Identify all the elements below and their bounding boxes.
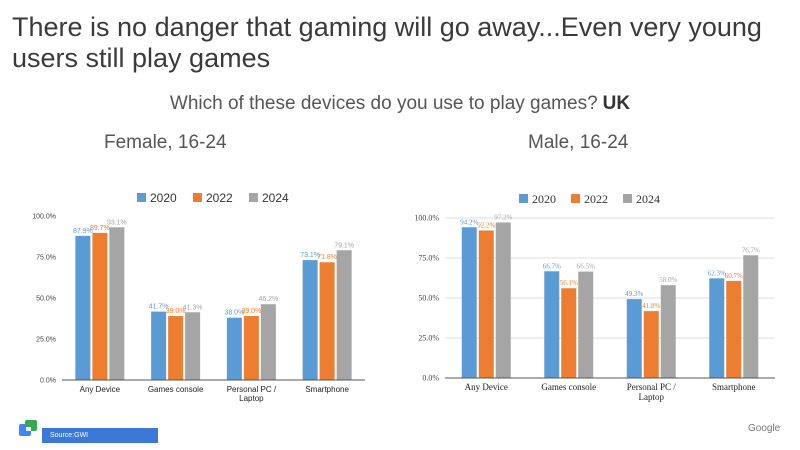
x-tick-label: Any Device <box>465 382 508 392</box>
legend-label-2024: 2024 <box>636 192 660 206</box>
logo-icon <box>19 420 37 436</box>
legend-swatch-2024 <box>623 194 632 203</box>
legend-swatch-2020 <box>519 194 528 203</box>
data-label-2022-3: 41.8% <box>642 302 660 310</box>
y-tick-label: 0.0% <box>40 378 56 385</box>
bar-2022-3 <box>643 311 659 378</box>
x-tick-label: Smartphone <box>305 385 349 394</box>
y-tick-label: 25.0% <box>418 334 439 343</box>
x-tick-label: Laptop <box>639 392 665 402</box>
bar-2020-3 <box>226 317 242 380</box>
x-tick-label: Personal PC / <box>627 382 677 392</box>
bar-2024-2 <box>578 271 594 378</box>
data-label-2022-2: 39.0% <box>166 308 186 315</box>
source-label: Source:GWI <box>42 428 158 443</box>
country-label: UK <box>602 93 631 114</box>
data-label-2024-3: 58.0% <box>659 276 677 284</box>
data-label-2024-1: 93.1% <box>107 219 127 226</box>
data-label-2020-2: 66.7% <box>543 262 561 270</box>
male-chart-heading: Male, 16-24 <box>528 132 629 153</box>
google-brand-text: Google <box>748 423 781 434</box>
bar-2024-2 <box>185 312 201 380</box>
data-label-2022-1: 89.7% <box>90 225 110 232</box>
female-bar-chart: 2020 2022 2024 0.0% 25.0% 50.0% 75.0% 100.0% 87.… <box>32 191 365 403</box>
data-label-2020-4: 62.3% <box>708 269 726 277</box>
male-bar-chart: 2020 2022 2024 0.0% 25.0% 50.0% 75.0% 100.0% 94.… <box>414 192 775 402</box>
bar-2022-4 <box>319 262 335 380</box>
legend-label-2022: 2022 <box>584 192 608 206</box>
y-tick-label: 50.0% <box>418 294 439 303</box>
data-label-2022-4: 60.7% <box>725 272 743 280</box>
data-label-2020-1: 87.9% <box>73 228 93 235</box>
y-tick-label: 25.0% <box>36 337 56 344</box>
bar-2024-1 <box>109 227 125 380</box>
x-tick-label: Smartphone <box>712 382 756 392</box>
legend-swatch-2020 <box>137 193 146 202</box>
data-label-2020-4: 73.1% <box>300 252 320 259</box>
x-tick-label: Laptop <box>239 394 264 403</box>
x-tick-label: Games console <box>148 385 204 394</box>
data-label-2022-4: 71.8% <box>317 254 337 261</box>
bar-2022-2 <box>561 288 577 378</box>
bar-2020-4 <box>709 278 725 378</box>
data-label-2022-3: 39.0% <box>241 308 261 315</box>
data-label-2024-1: 97.2% <box>494 213 512 221</box>
bar-2022-3 <box>243 316 259 380</box>
data-label-2024-2: 66.5% <box>577 263 595 271</box>
data-label-2024-2: 41.3% <box>183 304 203 311</box>
y-tick-label: 0.0% <box>422 374 439 383</box>
x-tick-label: Personal PC / <box>227 385 277 394</box>
data-label-2022-1: 92.2% <box>477 221 495 229</box>
survey-question: Which of these devices do you use to pla… <box>169 93 598 114</box>
legend-swatch-2022 <box>571 194 580 203</box>
data-label-2020-2: 41.7% <box>149 304 169 311</box>
bar-2022-4 <box>726 280 742 378</box>
bar-2020-4 <box>302 260 318 380</box>
data-label-2020-3: 49.3% <box>625 290 643 298</box>
legend-label-2020: 2020 <box>532 192 556 206</box>
data-label-2024-3: 46.2% <box>258 296 278 303</box>
bar-2020-3 <box>626 299 642 378</box>
data-label-2024-4: 79.1% <box>334 242 354 249</box>
slide-subtitle: Which of these devices do you use to pla… <box>0 93 800 115</box>
legend-swatch-2024 <box>249 193 258 202</box>
bar-2024-1 <box>495 222 511 378</box>
data-label-2020-1: 94.2% <box>460 218 478 226</box>
bar-2022-1 <box>92 232 108 380</box>
legend-label-2022: 2022 <box>206 191 233 205</box>
y-tick-label: 100.0% <box>414 214 439 223</box>
bar-2024-3 <box>260 304 276 380</box>
data-label-2020-3: 38.0% <box>224 310 244 317</box>
x-tick-label: Any Device <box>80 385 121 394</box>
y-tick-label: 75.0% <box>36 255 56 262</box>
female-chart-heading: Female, 16-24 <box>104 132 227 153</box>
bar-2024-4 <box>336 250 352 380</box>
bar-2024-4 <box>743 255 759 378</box>
y-tick-label: 100.0% <box>32 214 56 221</box>
y-tick-label: 50.0% <box>36 296 56 303</box>
legend-swatch-2022 <box>193 193 202 202</box>
bar-2020-1 <box>75 235 91 380</box>
bar-2022-1 <box>478 230 494 378</box>
bar-2022-2 <box>168 316 184 380</box>
slide-title: There is no danger that gaming will go a… <box>12 12 762 73</box>
bar-2024-3 <box>660 285 676 378</box>
bar-2020-2 <box>544 271 560 378</box>
bar-2020-1 <box>461 227 477 378</box>
legend-label-2024: 2024 <box>262 191 289 205</box>
x-tick-label: Games console <box>541 382 596 392</box>
y-tick-label: 75.0% <box>418 254 439 263</box>
data-label-2024-4: 76.7% <box>742 246 760 254</box>
bar-2020-2 <box>151 311 167 380</box>
legend-label-2020: 2020 <box>150 191 177 205</box>
data-label-2022-2: 56.1% <box>560 279 578 287</box>
